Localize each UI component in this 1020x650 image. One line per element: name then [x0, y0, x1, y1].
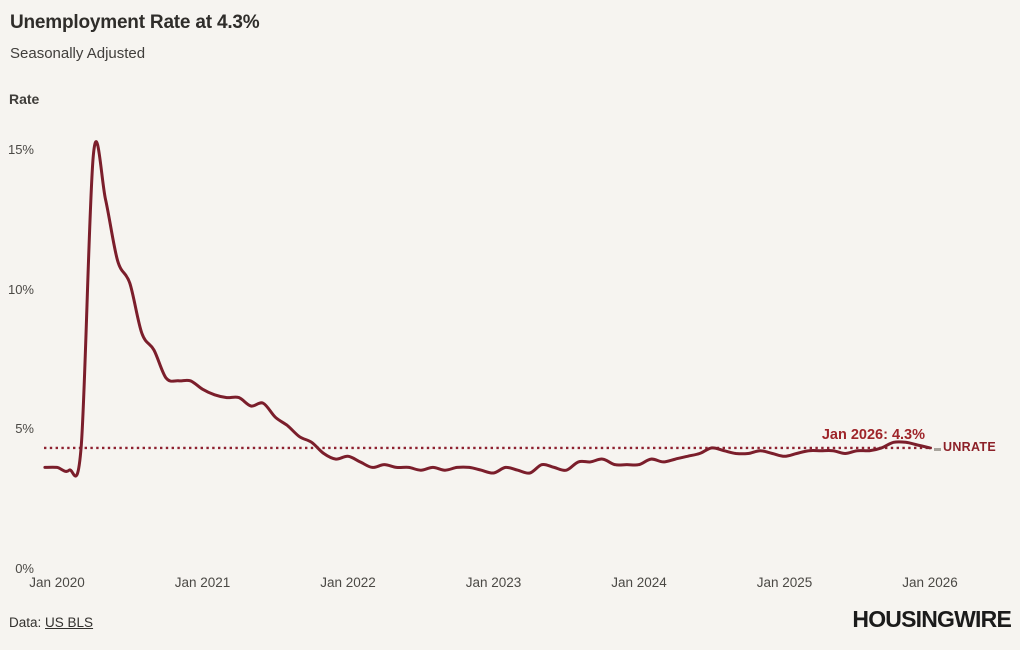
- x-tick-label: Jan 2023: [465, 575, 522, 590]
- x-tick-label: Jan 2021: [174, 575, 231, 590]
- x-tick-label: Jan 2026: [902, 575, 958, 590]
- data-source-note: Data: US BLS: [9, 615, 93, 630]
- y-axis-label: Rate: [9, 91, 40, 107]
- unrate-line-path: [43, 140, 932, 478]
- series-label-unrate: UNRATE: [943, 440, 996, 454]
- data-source-prefix: Data:: [9, 615, 46, 630]
- y-tick-label: 15%: [7, 142, 34, 157]
- x-tick-label: Jan 2022: [320, 575, 376, 590]
- page-subtitle: Seasonally Adjusted: [10, 45, 146, 62]
- y-tick-label: 10%: [7, 281, 34, 297]
- x-tick-label: Jan 2024: [611, 575, 667, 590]
- x-tick-label: Jan 2025: [756, 575, 813, 590]
- series-label-connector: [934, 448, 941, 451]
- x-tick-label: Jan 2020: [29, 575, 85, 590]
- housingwire-logo: HOUSINGWIRE: [852, 606, 1011, 632]
- latest-value-annotation: Jan 2026: 4.3%: [821, 427, 925, 443]
- y-tick-label: 5%: [15, 421, 34, 437]
- data-source-link[interactable]: US BLS: [45, 615, 94, 630]
- y-tick-label: 0%: [15, 561, 34, 576]
- page-title: Unemployment Rate at 4.3%: [10, 12, 260, 33]
